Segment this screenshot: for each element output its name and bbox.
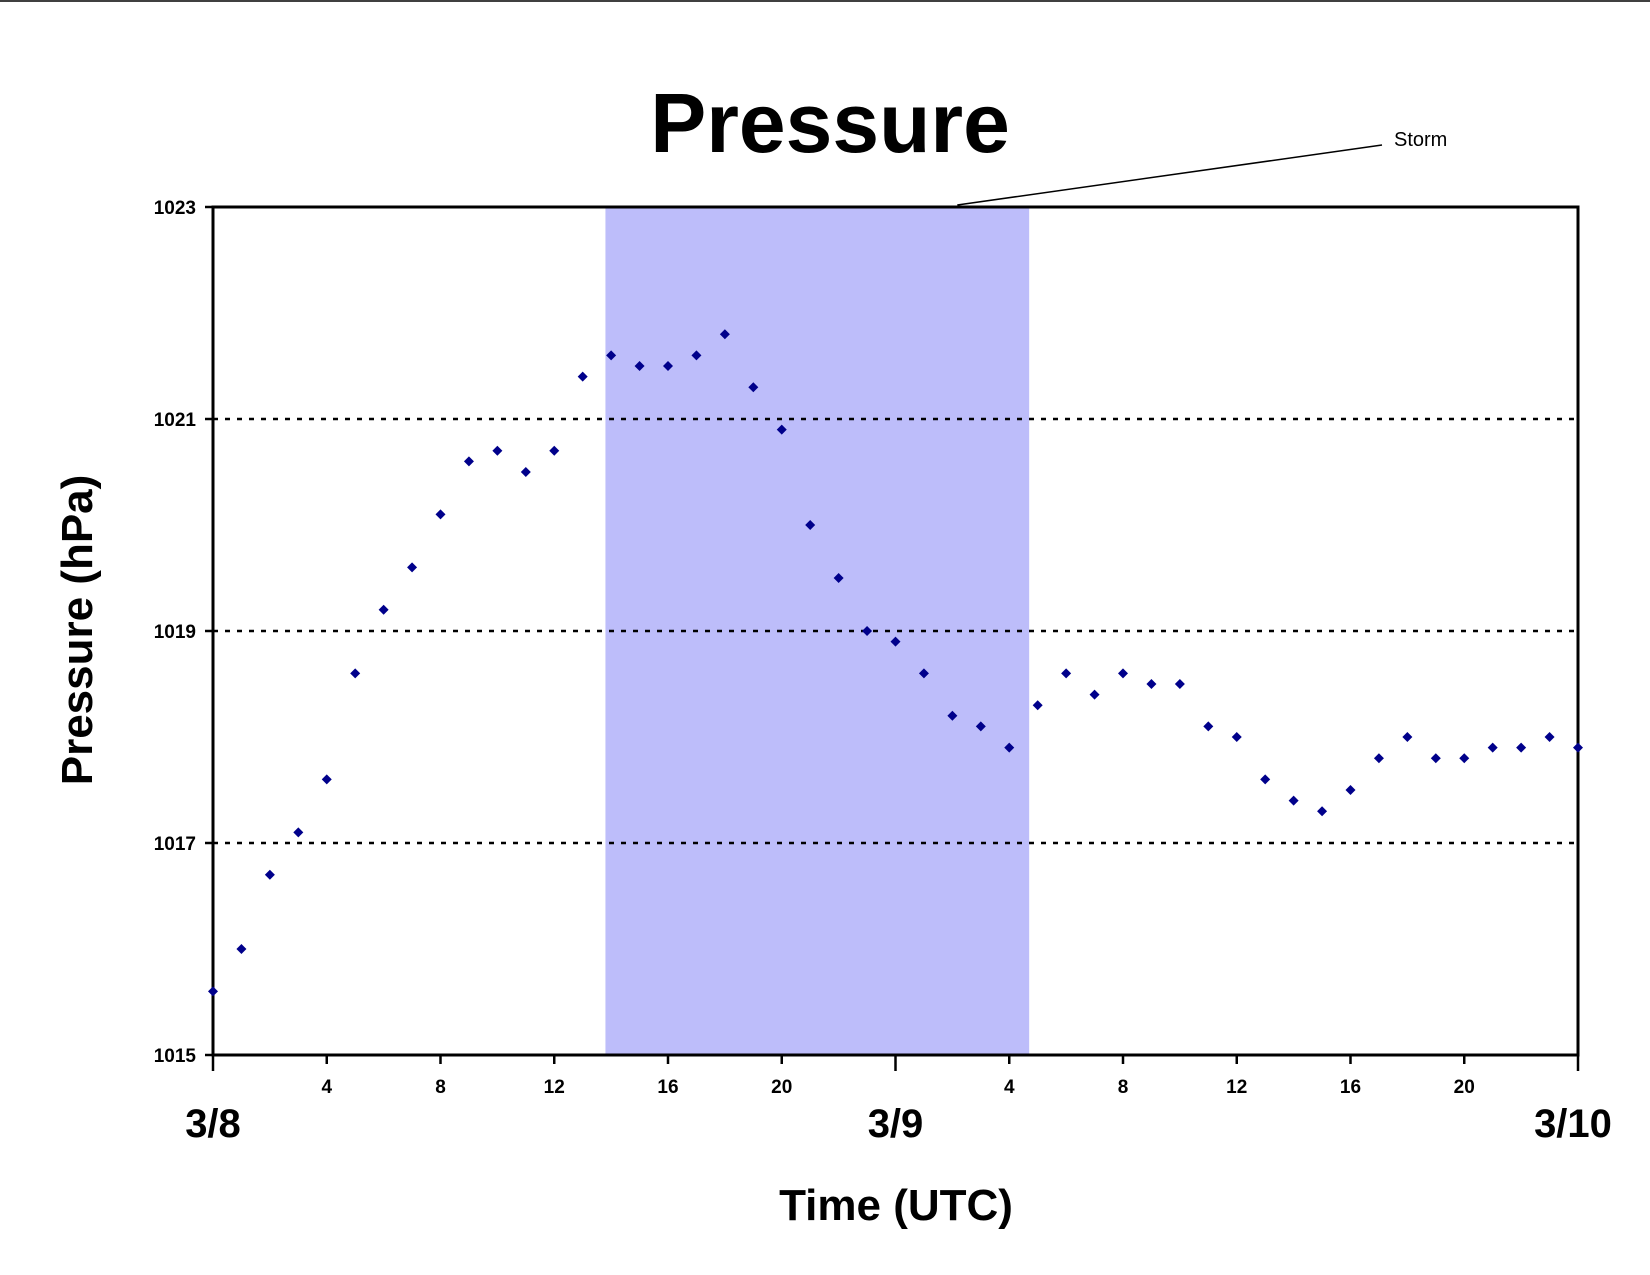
data-point <box>1032 700 1043 711</box>
x-axis-label: Time (UTC) <box>779 1181 1013 1230</box>
chart-title: Pressure <box>650 76 1010 170</box>
data-point <box>1317 806 1328 817</box>
data-point <box>1089 689 1100 700</box>
x-tick-label: 20 <box>1454 1077 1475 1098</box>
data-point <box>1459 753 1470 764</box>
storm-annotation: Storm <box>1394 129 1447 151</box>
data-point <box>663 361 673 371</box>
data-point <box>577 371 588 382</box>
data-point <box>1004 742 1015 753</box>
data-point <box>890 636 901 647</box>
data-point <box>1288 795 1299 806</box>
x-tick-label: 12 <box>1226 1077 1247 1098</box>
x-tick-label: 4 <box>1004 1077 1015 1098</box>
x-tick-label: 16 <box>1340 1077 1361 1098</box>
data-point <box>1516 742 1527 753</box>
data-point <box>293 827 304 838</box>
data-point <box>1146 679 1157 689</box>
y-tick-label: 1021 <box>154 410 197 431</box>
data-point <box>549 445 560 456</box>
data-point <box>776 424 787 435</box>
data-point <box>1061 668 1072 679</box>
storm-leader-line <box>957 144 1383 206</box>
data-point <box>1174 679 1185 689</box>
data-point <box>748 382 759 393</box>
y-tick-label: 1015 <box>154 1046 197 1067</box>
data-point <box>1231 732 1242 742</box>
data-point <box>1118 668 1128 679</box>
day-label: 3/10 <box>1534 1102 1612 1146</box>
y-tick-label: 1017 <box>154 834 196 855</box>
data-point <box>520 467 531 477</box>
data-point <box>1260 774 1271 785</box>
data-point <box>1373 753 1384 764</box>
data-point <box>321 774 332 785</box>
y-tick-label: 1023 <box>154 198 196 219</box>
data-point <box>691 350 702 361</box>
data-point <box>264 869 275 880</box>
x-tick-label: 8 <box>435 1077 446 1098</box>
plot-area: Storm 1015 1017 1019 1021 1023 4 8 12 16 20 4 8 12 16 2… <box>154 129 1612 1146</box>
data-point <box>947 710 958 721</box>
data-point <box>236 944 247 954</box>
data-point <box>1203 721 1214 732</box>
data-point <box>719 329 730 340</box>
day-label: 3/9 <box>868 1102 924 1146</box>
data-point <box>606 350 617 361</box>
data-point <box>918 668 929 679</box>
data-point <box>1573 742 1583 753</box>
data-point <box>407 562 418 573</box>
x-tick-label: 12 <box>544 1077 565 1098</box>
y-axis-label: Pressure (hPa) <box>53 475 102 786</box>
x-tick-label: 16 <box>657 1077 678 1098</box>
data-point <box>378 604 389 615</box>
x-tick-label: 20 <box>771 1077 792 1098</box>
data-point <box>1544 732 1555 742</box>
data-point <box>634 361 645 371</box>
data-point <box>492 445 503 456</box>
data-point <box>862 626 873 636</box>
x-tick-label: 4 <box>321 1077 332 1098</box>
data-point <box>1430 753 1441 764</box>
data-point <box>1402 732 1413 742</box>
data-point <box>1487 742 1498 753</box>
data-point <box>805 520 816 530</box>
data-point <box>463 456 474 467</box>
data-point <box>350 668 361 679</box>
data-point <box>975 721 986 732</box>
y-tick-label: 1019 <box>154 622 196 643</box>
day-label: 3/8 <box>185 1102 241 1146</box>
data-point <box>1345 785 1356 795</box>
x-tick-label: 8 <box>1118 1077 1129 1098</box>
data-point <box>833 573 844 583</box>
data-point <box>435 509 446 520</box>
data-point <box>208 986 218 997</box>
